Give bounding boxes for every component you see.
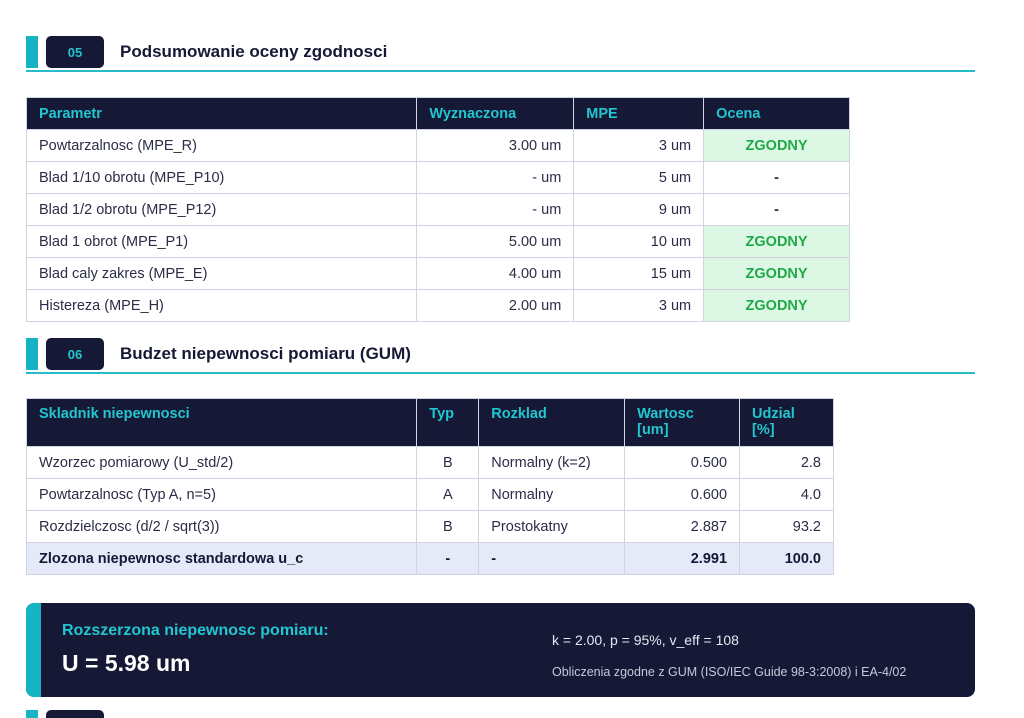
parameter-name: Powtarzalnosc (MPE_R) bbox=[25, 129, 418, 162]
component-distribution: Prostokatny bbox=[478, 510, 626, 543]
assessment-badge: ZGODNY bbox=[703, 289, 850, 322]
mpe-value: 10 um bbox=[573, 225, 705, 258]
compliance-table: Parametr Wyznaczona MPE Ocena Powtarzaln… bbox=[25, 97, 850, 322]
result-standard-note: Obliczenia zgodne z GUM (ISO/IEC Guide 9… bbox=[552, 665, 907, 679]
determined-value: 4.00 um bbox=[416, 257, 575, 290]
table-row: Powtarzalnosc (Typ A, n=5) A Normalny 0.… bbox=[25, 478, 834, 511]
component-name: Rozdzielczosc (d/2 / sqrt(3)) bbox=[25, 510, 418, 543]
col-header-parametr: Parametr bbox=[25, 97, 418, 130]
table-row: Rozdzielczosc (d/2 / sqrt(3)) B Prostoka… bbox=[25, 510, 834, 543]
section-number: 06 bbox=[46, 338, 104, 370]
table-header-row: Skladnik niepewnosci Typ Rozklad Wartosc… bbox=[25, 398, 834, 447]
result-accent-bar bbox=[26, 603, 41, 697]
col-header-share: Udzial [%] bbox=[739, 398, 834, 447]
component-distribution: Normalny (k=2) bbox=[478, 446, 626, 479]
parameter-name: Blad caly zakres (MPE_E) bbox=[25, 257, 418, 290]
col-header-distribution: Rozklad bbox=[478, 398, 626, 447]
total-type: - bbox=[416, 542, 480, 575]
component-name: Powtarzalnosc (Typ A, n=5) bbox=[25, 478, 418, 511]
component-value: 0.600 bbox=[624, 478, 741, 511]
col-header-value: Wartosc [um] bbox=[624, 398, 741, 447]
uncertainty-budget-table: Skladnik niepewnosci Typ Rozklad Wartosc… bbox=[25, 398, 834, 575]
assessment-badge: ZGODNY bbox=[703, 129, 850, 162]
assessment-value: - bbox=[703, 193, 850, 226]
determined-value: - um bbox=[416, 193, 575, 226]
section-title: Podsumowanie oceny zgodnosci bbox=[120, 42, 388, 61]
component-value: 0.500 bbox=[624, 446, 741, 479]
section-number: 05 bbox=[46, 36, 104, 68]
col-header-mpe: MPE bbox=[573, 97, 705, 130]
component-type: A bbox=[416, 478, 480, 511]
component-type: B bbox=[416, 510, 480, 543]
table-row: Wzorzec pomiarowy (U_std/2) B Normalny (… bbox=[25, 446, 834, 479]
expanded-uncertainty-box: Rozszerzona niepewnosc pomiaru: U = 5.98… bbox=[26, 603, 975, 697]
total-value: 2.991 bbox=[624, 542, 741, 575]
component-name: Wzorzec pomiarowy (U_std/2) bbox=[25, 446, 418, 479]
table-row: Histereza (MPE_H) 2.00 um 3 um ZGODNY bbox=[25, 289, 850, 322]
assessment-badge: ZGODNY bbox=[703, 225, 850, 258]
table-row: Blad 1/2 obrotu (MPE_P12) - um 9 um - bbox=[25, 193, 850, 226]
result-label: Rozszerzona niepewnosc pomiaru: bbox=[62, 622, 329, 639]
col-header-component: Skladnik niepewnosci bbox=[25, 398, 418, 447]
total-label: Zlozona niepewnosc standardowa u_c bbox=[25, 542, 418, 575]
mpe-value: 15 um bbox=[573, 257, 705, 290]
result-parameters: k = 2.00, p = 95%, v_eff = 108 bbox=[552, 632, 739, 648]
col-header-wyznaczona: Wyznaczona bbox=[416, 97, 575, 130]
parameter-name: Blad 1/2 obrotu (MPE_P12) bbox=[25, 193, 418, 226]
assessment-value: - bbox=[703, 161, 850, 194]
section-05-header: 05 Podsumowanie oceny zgodnosci bbox=[26, 36, 975, 72]
mpe-value: 5 um bbox=[573, 161, 705, 194]
table-row: Blad 1 obrot (MPE_P1) 5.00 um 10 um ZGOD… bbox=[25, 225, 850, 258]
component-share: 4.0 bbox=[739, 478, 834, 511]
parameter-name: Blad 1/10 obrotu (MPE_P10) bbox=[25, 161, 418, 194]
total-share: 100.0 bbox=[739, 542, 834, 575]
component-distribution: Normalny bbox=[478, 478, 626, 511]
total-distribution: - bbox=[478, 542, 626, 575]
mpe-value: 3 um bbox=[573, 129, 705, 162]
table-row: Blad 1/10 obrotu (MPE_P10) - um 5 um - bbox=[25, 161, 850, 194]
parameter-name: Histereza (MPE_H) bbox=[25, 289, 418, 322]
parameter-name: Blad 1 obrot (MPE_P1) bbox=[25, 225, 418, 258]
assessment-badge: ZGODNY bbox=[703, 257, 850, 290]
section-accent-bar bbox=[26, 36, 38, 68]
col-header-ocena: Ocena bbox=[703, 97, 850, 130]
mpe-value: 9 um bbox=[573, 193, 705, 226]
col-header-type: Typ bbox=[416, 398, 480, 447]
determined-value: 5.00 um bbox=[416, 225, 575, 258]
table-row: Blad caly zakres (MPE_E) 4.00 um 15 um Z… bbox=[25, 257, 850, 290]
component-share: 2.8 bbox=[739, 446, 834, 479]
mpe-value: 3 um bbox=[573, 289, 705, 322]
table-row: Powtarzalnosc (MPE_R) 3.00 um 3 um ZGODN… bbox=[25, 129, 850, 162]
section-06-header: 06 Budzet niepewnosci pomiaru (GUM) bbox=[26, 338, 975, 374]
determined-value: 3.00 um bbox=[416, 129, 575, 162]
next-section-accent-bar bbox=[26, 710, 38, 718]
section-accent-bar bbox=[26, 338, 38, 370]
next-section-number-badge bbox=[46, 710, 104, 718]
determined-value: 2.00 um bbox=[416, 289, 575, 322]
component-type: B bbox=[416, 446, 480, 479]
total-row: Zlozona niepewnosc standardowa u_c - - 2… bbox=[25, 542, 834, 575]
determined-value: - um bbox=[416, 161, 575, 194]
table-header-row: Parametr Wyznaczona MPE Ocena bbox=[25, 97, 850, 130]
component-value: 2.887 bbox=[624, 510, 741, 543]
section-title: Budzet niepewnosci pomiaru (GUM) bbox=[120, 344, 411, 363]
component-share: 93.2 bbox=[739, 510, 834, 543]
result-value: U = 5.98 um bbox=[62, 650, 191, 676]
